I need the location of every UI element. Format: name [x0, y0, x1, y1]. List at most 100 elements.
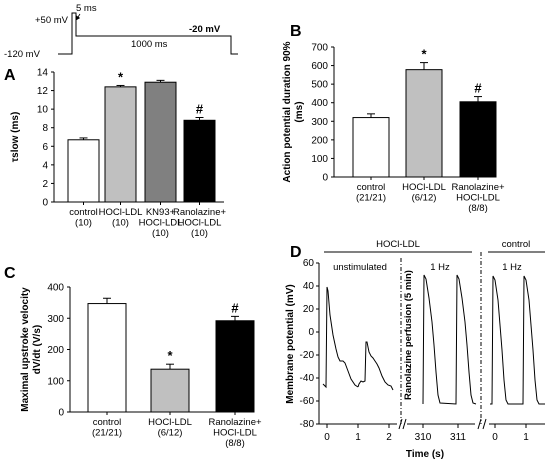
- y-tick-label: 700: [311, 43, 328, 54]
- panel-c: C 0 100 200 300 400 Maximal upstroke velocityd…: [4, 265, 262, 449]
- y-tick-label: 100: [47, 376, 64, 387]
- category-label: HOCl-LDL: [456, 193, 500, 204]
- significance-marker: *: [167, 348, 173, 363]
- panel-d: D -80 -60 -40 -20 0 20 40 60 Membrane po…: [285, 239, 545, 460]
- y-axis-label-line: (ms): [294, 101, 305, 122]
- trace-unstimulated-2: [357, 341, 394, 391]
- y-tick-label: 300: [311, 117, 328, 128]
- label-unstimulated: unstimulated: [333, 262, 387, 273]
- category-label: Ranolazine+: [208, 417, 262, 428]
- y-axis-label-line: Maximal upstroke velocity: [20, 287, 31, 412]
- y-tick-label: 300: [47, 314, 64, 325]
- y-axis-label: τslow (ms): [10, 112, 21, 163]
- y-axis-d: -80 -60 -40 -20 0 20 40 60 Membrane pote…: [285, 258, 320, 430]
- protocol-label-1000ms: 1000 ms: [131, 39, 168, 50]
- y-tick-label: 0: [308, 327, 314, 338]
- panel-label-d: D: [290, 244, 302, 261]
- category-label: HOCl-LDL: [148, 417, 192, 428]
- bar: [183, 119, 216, 203]
- x-tick-label: 2: [386, 432, 392, 443]
- axis-break: [482, 418, 487, 430]
- y-tick-label: 40: [303, 281, 315, 292]
- x-tick-label: 311: [450, 432, 466, 443]
- y-tick-label: 4: [42, 160, 48, 171]
- panel-label-a: A: [4, 67, 16, 84]
- category-label: control: [357, 182, 386, 193]
- ranolazine-annotation: Ranolazine perfusion (5 min): [403, 270, 414, 400]
- protocol-arrow: [75, 13, 81, 21]
- bar: [352, 117, 390, 178]
- category-label: (8/8): [225, 438, 245, 449]
- y-tick-label: 0: [42, 198, 48, 209]
- y-tick-label: 20: [303, 304, 315, 315]
- y-axis-label-line: Action potential duration 90%: [282, 41, 293, 182]
- y-tick-label: 600: [311, 61, 328, 72]
- category-label: (21/21): [356, 193, 386, 204]
- header-control: control: [502, 239, 531, 250]
- y-axis-label-line: dV/dt (V/s): [32, 325, 43, 374]
- category-label: KN93+: [146, 207, 176, 218]
- category-label: control: [69, 207, 98, 218]
- bar: [405, 69, 443, 178]
- y-tick-label: -40: [300, 373, 315, 384]
- protocol-label-minus120: -120 mV: [4, 49, 41, 60]
- category-label: (6/12): [158, 428, 183, 439]
- category-label: HOCl-LDL: [213, 428, 257, 439]
- y-tick-label: 2: [42, 179, 48, 190]
- y-tick-label: 200: [47, 345, 64, 356]
- category-label: (8/8): [468, 203, 488, 214]
- trace-control-1hz: [490, 275, 545, 405]
- y-tick-label: 400: [47, 283, 64, 294]
- bar: [144, 81, 177, 203]
- y-tick-label: 12: [37, 86, 49, 97]
- trace-ranolazine-1hz: [422, 274, 477, 405]
- category-label: (10): [152, 228, 169, 239]
- y-tick-label: 100: [311, 154, 328, 165]
- voltage-protocol: +50 mV -120 mV 5 ms 1000 ms -20 mV: [4, 3, 238, 60]
- significance-marker: *: [421, 47, 427, 62]
- x-tick-label: 1: [523, 432, 529, 443]
- trace-unstimulated-1: [322, 286, 359, 389]
- header-hocl-ldl: HOCl-LDL: [376, 239, 420, 250]
- panel-b: B 0 100 200 300 400 500 600 700 Action potential …: [282, 23, 505, 214]
- protocol-label-plus50: +50 mV: [35, 15, 69, 26]
- y-tick-label: 0: [322, 173, 328, 184]
- x-tick-label: 310: [415, 432, 432, 443]
- label-1hz-ranolazine: 1 Hz: [430, 262, 450, 273]
- bar: [87, 303, 127, 413]
- x-tick-label: 1: [355, 432, 361, 443]
- x-axis-d: 0 1 2 310 311 0 1 Time (s): [319, 418, 545, 460]
- y-axis-label: Action potential duration 90%(ms): [282, 41, 305, 182]
- significance-marker: #: [196, 102, 204, 117]
- traces: [322, 274, 545, 405]
- protocol-label-minus20: -20 mV: [189, 24, 221, 35]
- y-tick-label: 500: [311, 80, 328, 91]
- y-tick-label: 6: [42, 142, 48, 153]
- category-label: HOCl-LDL: [402, 182, 446, 193]
- y-tick-label: 200: [311, 135, 328, 146]
- category-label: (10): [75, 218, 92, 229]
- y-tick-label: -60: [300, 396, 315, 407]
- category-label: (21/21): [92, 428, 122, 439]
- y-tick-label: 400: [311, 98, 328, 109]
- y-tick-label: 0: [58, 408, 64, 419]
- bar: [215, 320, 255, 413]
- x-tick-label: 0: [492, 432, 498, 443]
- significance-marker: *: [118, 69, 124, 84]
- protocol-trace: [58, 12, 238, 55]
- y-tick-label: -80: [300, 419, 315, 430]
- y-tick-label: 14: [37, 68, 49, 79]
- y-axis-label-d: Membrane potential (mV): [285, 284, 296, 403]
- category-label: Ranolazine+: [451, 182, 505, 193]
- bar: [150, 368, 190, 413]
- bar: [104, 86, 137, 203]
- significance-marker: #: [474, 81, 482, 96]
- y-tick-label: 60: [303, 258, 315, 269]
- bar: [67, 139, 100, 203]
- x-axis-label-d: Time (s): [406, 449, 444, 460]
- category-label: HOCl-LDL: [139, 218, 183, 229]
- category-label: (10): [191, 228, 208, 239]
- bar: [459, 101, 497, 178]
- category-label: HOCl-LDL: [178, 218, 222, 229]
